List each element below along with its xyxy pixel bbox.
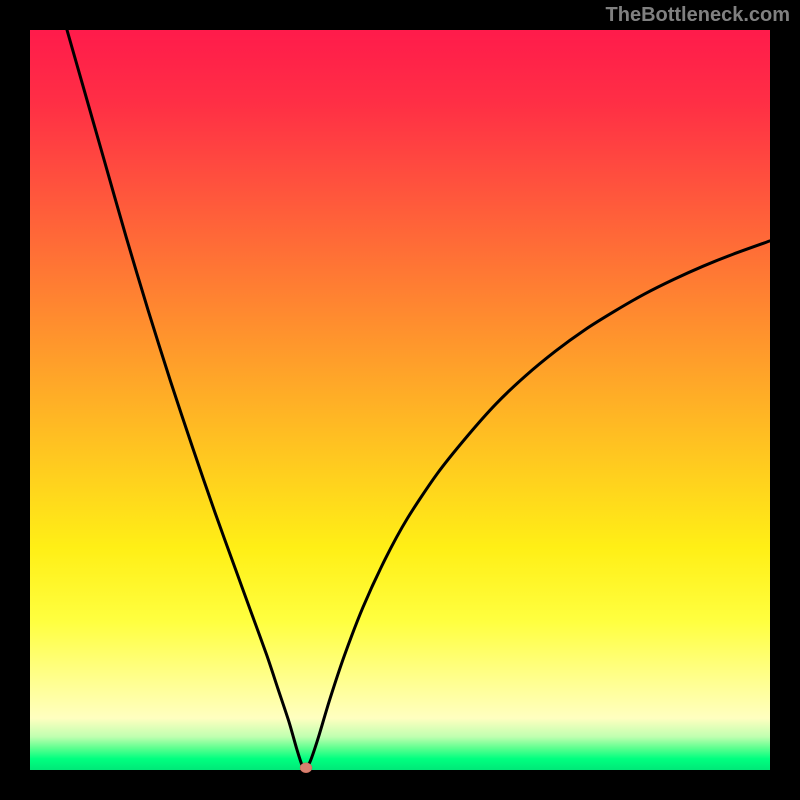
bottleneck-chart: TheBottleneck.com [0,0,800,800]
chart-svg [0,0,800,800]
plot-area-gradient [30,30,770,770]
optimal-point-marker [300,763,312,773]
watermark-text: TheBottleneck.com [606,4,790,27]
